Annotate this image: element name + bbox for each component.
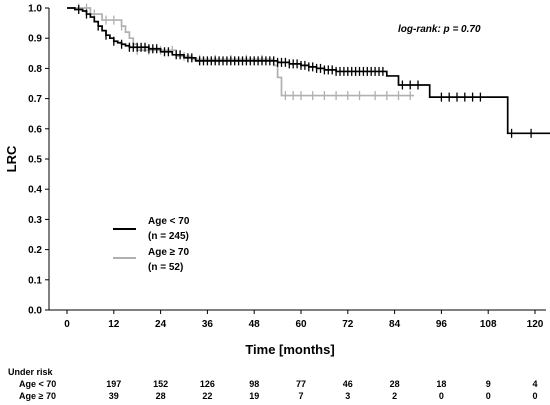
x-tick-label: 120 [527, 319, 544, 330]
risk-value: 0 [486, 391, 491, 401]
y-tick-label: 0.2 [28, 245, 42, 256]
x-tick-label: 108 [480, 319, 497, 330]
x-tick-label: 72 [342, 319, 354, 330]
y-tick-label: 0.0 [28, 306, 42, 317]
x-tick-label: 12 [108, 319, 120, 330]
y-ticks: 0.0 0.1 0.2 0.3 0.4 0.5 0.6 0.7 0.8 0.9 1.0 [28, 4, 49, 317]
x-tick-label: 96 [436, 319, 448, 330]
x-tick-label: 48 [249, 319, 261, 330]
risk-values: 197152126987746281894213928221973200000 [106, 379, 537, 401]
y-tick-label: 0.9 [28, 34, 42, 45]
risk-value: 126 [200, 379, 215, 389]
risk-value: 28 [390, 379, 400, 389]
risk-value: 19 [249, 391, 259, 401]
risk-row-label-age-70-plus: Age ≥ 70 [19, 391, 56, 401]
x-tick-label: 84 [389, 319, 401, 330]
axes: 0.0 0.1 0.2 0.3 0.4 0.5 0.6 0.7 0.8 0.9 1.0 0 12 24 3… [28, 4, 546, 330]
y-axis-title: LRC [4, 145, 19, 172]
risk-value: 18 [436, 379, 446, 389]
y-tick-label: 0.4 [28, 185, 42, 196]
risk-value: 9 [486, 379, 491, 389]
y-tick-label: 0.1 [28, 275, 42, 286]
risk-value: 4 [532, 379, 537, 389]
x-tick-label: 60 [295, 319, 307, 330]
risk-value: 77 [296, 379, 306, 389]
risk-value: 0 [439, 391, 444, 401]
x-ticks: 01224364860728496108120132144 [64, 310, 544, 330]
legend-label-age-70-plus: Age ≥ 70 [148, 247, 189, 258]
x-tick-label: 0 [64, 319, 70, 330]
x-tick-label: 24 [155, 319, 167, 330]
risk-value: 0 [532, 391, 537, 401]
y-tick-label: 0.8 [28, 64, 42, 75]
y-tick-label: 0.6 [28, 124, 42, 135]
legend: Age < 70 (n = 245) Age ≥ 70 (n = 52) [113, 216, 190, 273]
km-curve-age-70-plus [67, 7, 415, 97]
legend-n-age-under-70: (n = 245) [148, 231, 189, 242]
risk-table-header: Under risk [8, 367, 54, 377]
risk-value: 98 [249, 379, 259, 389]
y-tick-label: 0.3 [28, 215, 42, 226]
risk-value: 3 [345, 391, 350, 401]
y-tick-label: 0.5 [28, 155, 42, 166]
km-curve-age-under-70 [67, 7, 550, 135]
legend-label-age-under-70: Age < 70 [148, 216, 190, 227]
risk-value: 46 [343, 379, 353, 389]
risk-value: 2 [392, 391, 397, 401]
x-axis-title: Time [months] [245, 342, 334, 357]
risk-value: 197 [106, 379, 121, 389]
series-group [67, 3, 550, 138]
legend-n-age-70-plus: (n = 52) [148, 262, 183, 273]
risk-value: 39 [109, 391, 119, 401]
risk-value: 22 [202, 391, 212, 401]
logrank-annotation: log-rank: p = 0.70 [398, 24, 481, 35]
y-tick-label: 0.7 [28, 94, 42, 105]
y-tick-label: 1.0 [28, 4, 42, 15]
risk-value: 152 [153, 379, 168, 389]
risk-table: Under risk Age < 70 Age ≥ 70 197 152 126 98… [8, 367, 538, 401]
x-tick-label: 36 [202, 319, 214, 330]
risk-value: 28 [156, 391, 166, 401]
risk-value: 7 [298, 391, 303, 401]
risk-row-label-age-under-70: Age < 70 [19, 379, 56, 389]
